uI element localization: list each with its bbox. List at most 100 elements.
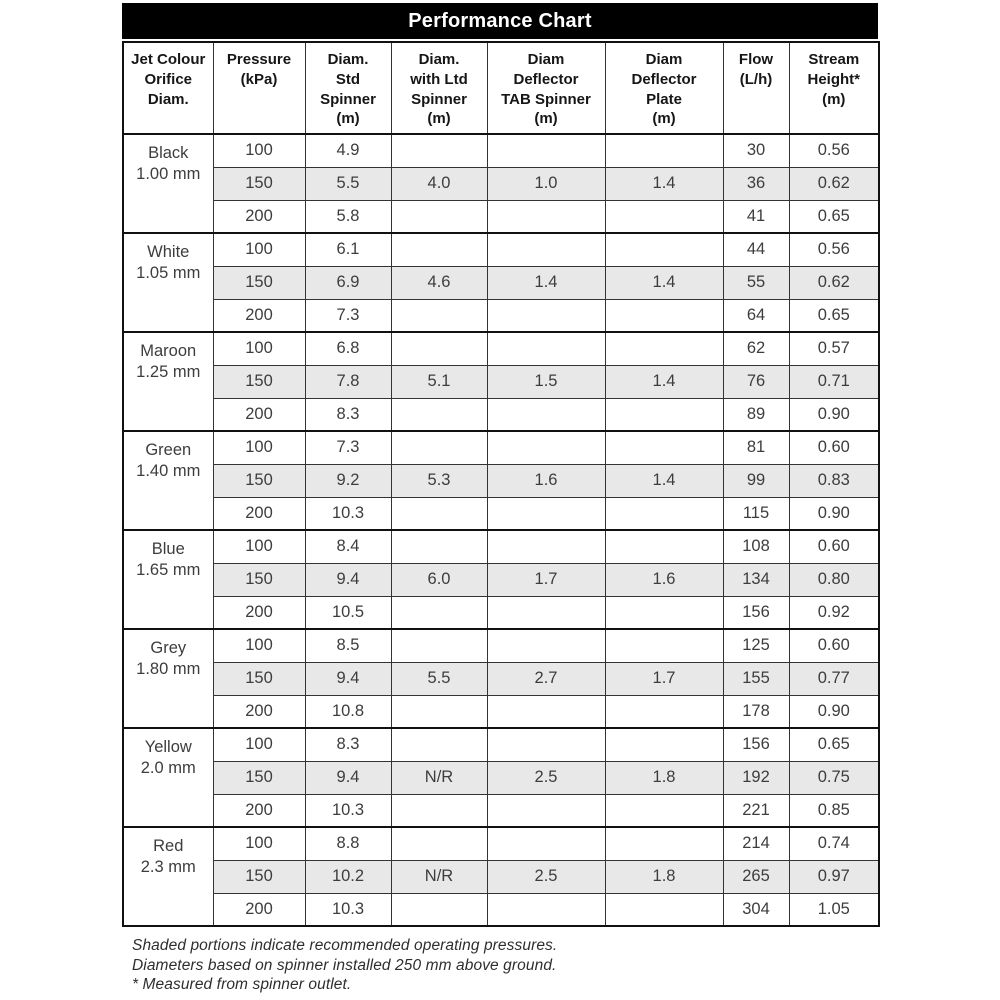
flow-cell: 156 [722, 727, 790, 762]
diam-ltd-spinner-cell: 5.3 [390, 463, 488, 498]
diam-std-spinner-cell: 9.4 [304, 760, 392, 795]
diam-deflector-plate-cell [604, 430, 724, 465]
stream-height-cell: 0.62 [788, 166, 880, 201]
column-header-jet-colour: Jet Colour Orifice Diam. [122, 41, 214, 135]
diam-deflector-tab-cell [486, 496, 606, 531]
pressure-cell: 100 [212, 331, 306, 366]
diam-ltd-spinner-cell: 4.0 [390, 166, 488, 201]
pressure-cell: 100 [212, 133, 306, 168]
jet-colour-cell: Yellow 2.0 mm [122, 727, 214, 828]
diam-deflector-plate-cell [604, 496, 724, 531]
flow-cell: 265 [722, 859, 790, 894]
flow-cell: 64 [722, 298, 790, 333]
column-header-pressure: Pressure (kPa) [212, 41, 306, 135]
diam-deflector-tab-cell [486, 232, 606, 267]
pressure-cell: 150 [212, 265, 306, 300]
diam-ltd-spinner-cell [390, 628, 488, 663]
column-header-diam-ltd-spinner: Diam. with Ltd Spinner (m) [390, 41, 488, 135]
diam-std-spinner-cell: 5.8 [304, 199, 392, 234]
stream-height-cell: 0.65 [788, 199, 880, 234]
diam-deflector-tab-cell: 1.4 [486, 265, 606, 300]
table-row: 200 10.5 156 0.92 [123, 595, 880, 630]
diam-deflector-tab-cell [486, 529, 606, 564]
diam-deflector-tab-cell: 2.7 [486, 661, 606, 696]
footnotes: Shaded portions indicate recommended ope… [132, 936, 557, 995]
diam-deflector-tab-cell [486, 595, 606, 630]
pressure-cell: 150 [212, 166, 306, 201]
diam-deflector-tab-cell: 2.5 [486, 760, 606, 795]
diam-ltd-spinner-cell [390, 331, 488, 366]
diam-ltd-spinner-cell [390, 199, 488, 234]
flow-cell: 108 [722, 529, 790, 564]
diam-deflector-tab-cell: 1.0 [486, 166, 606, 201]
diam-std-spinner-cell: 8.8 [304, 826, 392, 861]
column-header-diam-deflector-plate: Diam Deflector Plate (m) [604, 41, 724, 135]
jet-colour-cell: Maroon 1.25 mm [122, 331, 214, 432]
flow-cell: 62 [722, 331, 790, 366]
diam-deflector-plate-cell: 1.4 [604, 463, 724, 498]
diam-deflector-plate-cell [604, 331, 724, 366]
jet-colour-cell: White 1.05 mm [122, 232, 214, 333]
performance-table: Jet Colour Orifice Diam. Pressure (kPa) Di… [122, 41, 880, 928]
diam-std-spinner-cell: 8.3 [304, 397, 392, 432]
stream-height-cell: 0.90 [788, 694, 880, 729]
diam-deflector-tab-cell [486, 133, 606, 168]
stream-height-cell: 0.60 [788, 628, 880, 663]
flow-cell: 304 [722, 892, 790, 927]
stream-height-cell: 0.92 [788, 595, 880, 630]
diam-ltd-spinner-cell [390, 826, 488, 861]
jet-colour-cell: Blue 1.65 mm [122, 529, 214, 630]
diam-ltd-spinner-cell [390, 694, 488, 729]
flow-cell: 178 [722, 694, 790, 729]
diam-ltd-spinner-cell: N/R [390, 859, 488, 894]
footnote: * Measured from spinner outlet. [132, 976, 352, 993]
stream-height-cell: 0.80 [788, 562, 880, 597]
flow-cell: 81 [722, 430, 790, 465]
table-header-row: Jet Colour Orifice Diam. Pressure (kPa) Di… [122, 41, 880, 135]
table-row: 200 10.3 221 0.85 [123, 793, 880, 828]
diam-ltd-spinner-cell [390, 496, 488, 531]
stream-height-cell: 0.57 [788, 331, 880, 366]
pressure-cell: 150 [212, 859, 306, 894]
diam-std-spinner-cell: 9.4 [304, 661, 392, 696]
table-row: 150 7.8 5.1 1.5 1.4 76 0.71 [123, 364, 880, 399]
column-header-flow: Flow (L/h) [722, 41, 790, 135]
diam-ltd-spinner-cell [390, 232, 488, 267]
diam-ltd-spinner-cell: 4.6 [390, 265, 488, 300]
diam-std-spinner-cell: 7.8 [304, 364, 392, 399]
stream-height-cell: 0.56 [788, 232, 880, 267]
pressure-cell: 150 [212, 562, 306, 597]
diam-deflector-plate-cell [604, 133, 724, 168]
diam-deflector-tab-cell [486, 628, 606, 663]
table-row: 200 8.3 89 0.90 [123, 397, 880, 432]
performance-chart: Performance Chart Jet Colour Orifice Dia… [122, 3, 880, 928]
table-row: 200 7.3 64 0.65 [123, 298, 880, 333]
column-header-diam-std-spinner: Diam. Std Spinner (m) [304, 41, 392, 135]
diam-ltd-spinner-cell [390, 430, 488, 465]
diam-deflector-plate-cell [604, 199, 724, 234]
diam-std-spinner-cell: 6.1 [304, 232, 392, 267]
diam-deflector-plate-cell [604, 529, 724, 564]
flow-cell: 134 [722, 562, 790, 597]
pressure-cell: 150 [212, 760, 306, 795]
table-row: White 1.05 mm 100 6.1 44 0.56 [122, 232, 880, 333]
table-row: 150 9.4 N/R 2.5 1.8 192 0.75 [123, 760, 880, 795]
diam-deflector-tab-cell [486, 826, 606, 861]
flow-cell: 192 [722, 760, 790, 795]
table-row: Black 1.00 mm 100 4.9 30 0.56 [122, 133, 880, 234]
diam-ltd-spinner-cell: 5.5 [390, 661, 488, 696]
flow-cell: 89 [722, 397, 790, 432]
diam-ltd-spinner-cell: N/R [390, 760, 488, 795]
diam-ltd-spinner-cell [390, 793, 488, 828]
diam-deflector-plate-cell [604, 397, 724, 432]
stream-height-cell: 0.90 [788, 496, 880, 531]
table-row: 150 6.9 4.6 1.4 1.4 55 0.62 [123, 265, 880, 300]
diam-ltd-spinner-cell [390, 133, 488, 168]
diam-ltd-spinner-cell [390, 727, 488, 762]
flow-cell: 221 [722, 793, 790, 828]
stream-height-cell: 0.60 [788, 430, 880, 465]
diam-deflector-plate-cell: 1.4 [604, 265, 724, 300]
table-row: 150 9.2 5.3 1.6 1.4 99 0.83 [123, 463, 880, 498]
flow-cell: 214 [722, 826, 790, 861]
